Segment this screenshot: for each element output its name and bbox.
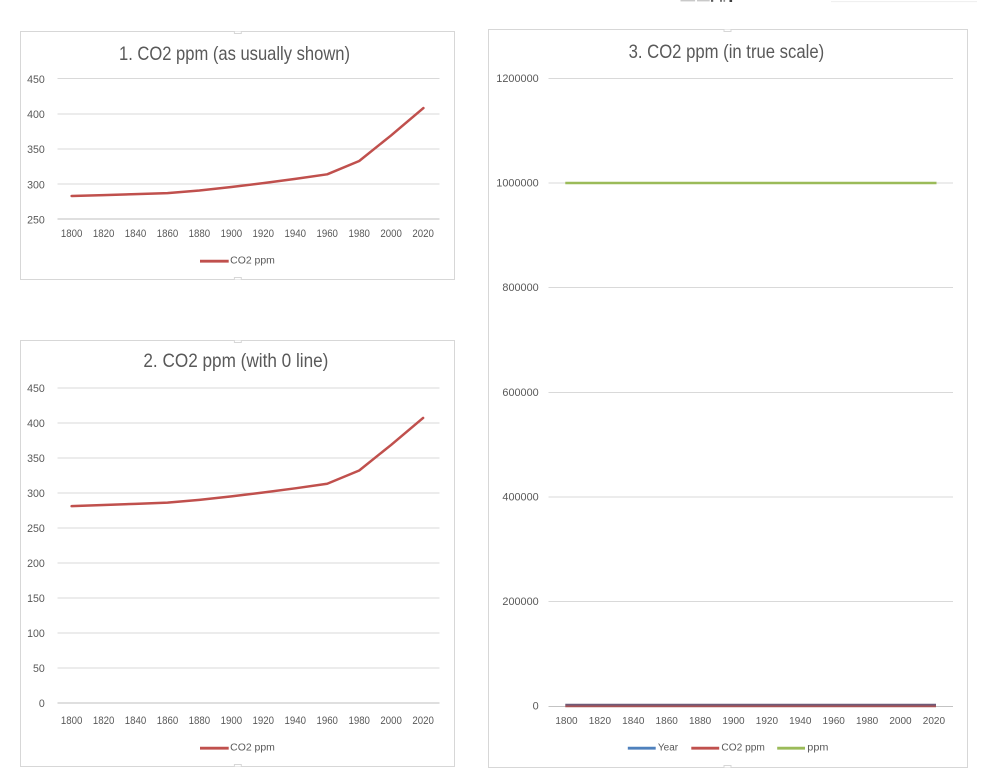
svg-text:1900: 1900 bbox=[722, 716, 745, 727]
svg-text:350: 350 bbox=[27, 453, 45, 465]
svg-text:1980: 1980 bbox=[348, 715, 370, 727]
svg-text:1000000: 1000000 bbox=[496, 177, 538, 189]
svg-text:1960: 1960 bbox=[823, 716, 846, 727]
svg-text:1960: 1960 bbox=[316, 228, 338, 240]
svg-text:300: 300 bbox=[27, 179, 45, 191]
svg-text:0: 0 bbox=[39, 698, 45, 710]
svg-text:150: 150 bbox=[27, 593, 45, 605]
svg-text:1800: 1800 bbox=[61, 715, 83, 727]
svg-text:100: 100 bbox=[27, 628, 45, 640]
svg-text:250: 250 bbox=[27, 214, 45, 226]
svg-text:800000: 800000 bbox=[502, 282, 538, 294]
svg-text:1880: 1880 bbox=[689, 716, 712, 727]
svg-text:Year: Year bbox=[658, 743, 679, 754]
svg-text:CO2 ppm: CO2 ppm bbox=[230, 256, 275, 267]
svg-text:450: 450 bbox=[27, 383, 45, 395]
svg-text:400: 400 bbox=[27, 109, 45, 121]
svg-text:0: 0 bbox=[533, 701, 539, 713]
svg-text:1800: 1800 bbox=[61, 228, 83, 240]
svg-text:2000: 2000 bbox=[380, 228, 402, 240]
svg-text:2. CO2 ppm (with 0 line): 2. CO2 ppm (with 0 line) bbox=[143, 350, 328, 372]
svg-text:350: 350 bbox=[27, 144, 45, 156]
svg-text:1940: 1940 bbox=[285, 228, 307, 240]
svg-text:3. CO2 ppm (in true scale): 3. CO2 ppm (in true scale) bbox=[629, 42, 825, 63]
svg-text:1900: 1900 bbox=[221, 715, 243, 727]
svg-text:1820: 1820 bbox=[93, 715, 115, 727]
svg-text:2020: 2020 bbox=[923, 716, 946, 727]
svg-text:1820: 1820 bbox=[589, 716, 612, 727]
svg-text:200000: 200000 bbox=[502, 596, 538, 608]
svg-text:1960: 1960 bbox=[316, 715, 338, 727]
svg-text:CO2 ppm: CO2 ppm bbox=[230, 743, 275, 754]
svg-text:1880: 1880 bbox=[189, 715, 211, 727]
svg-text:200: 200 bbox=[27, 558, 45, 570]
svg-text:1820: 1820 bbox=[93, 228, 115, 240]
svg-text:600000: 600000 bbox=[502, 387, 538, 399]
svg-text:300: 300 bbox=[27, 488, 45, 500]
svg-text:450: 450 bbox=[27, 74, 45, 86]
svg-text:1840: 1840 bbox=[622, 716, 645, 727]
svg-text:1940: 1940 bbox=[789, 716, 812, 727]
svg-text:ppm: ppm bbox=[807, 743, 828, 754]
svg-text:2020: 2020 bbox=[412, 228, 434, 240]
svg-text:2000: 2000 bbox=[380, 715, 402, 727]
svg-text:2020: 2020 bbox=[412, 715, 434, 727]
svg-text:1860: 1860 bbox=[157, 228, 179, 240]
svg-text:50: 50 bbox=[33, 663, 45, 675]
svg-text:1920: 1920 bbox=[253, 228, 275, 240]
svg-text:400000: 400000 bbox=[502, 491, 538, 503]
svg-text:1840: 1840 bbox=[125, 228, 147, 240]
svg-text:1860: 1860 bbox=[656, 716, 679, 727]
svg-text:1860: 1860 bbox=[157, 715, 179, 727]
svg-text:400: 400 bbox=[27, 418, 45, 430]
svg-text:1. CO2 ppm (as usually shown): 1. CO2 ppm (as usually shown) bbox=[119, 43, 350, 65]
svg-text:1880: 1880 bbox=[189, 228, 211, 240]
svg-text:1920: 1920 bbox=[253, 715, 275, 727]
svg-text:1980: 1980 bbox=[348, 228, 370, 240]
svg-text:250: 250 bbox=[27, 523, 45, 535]
svg-text:1940: 1940 bbox=[285, 715, 307, 727]
svg-text:1920: 1920 bbox=[756, 716, 779, 727]
svg-text:1900: 1900 bbox=[221, 228, 243, 240]
svg-text:2000: 2000 bbox=[889, 716, 912, 727]
svg-text:1800: 1800 bbox=[555, 716, 578, 727]
svg-text:CO2 ppm: CO2 ppm bbox=[721, 743, 765, 754]
svg-text:1840: 1840 bbox=[125, 715, 147, 727]
svg-text:1200000: 1200000 bbox=[496, 73, 538, 85]
svg-text:1980: 1980 bbox=[856, 716, 879, 727]
